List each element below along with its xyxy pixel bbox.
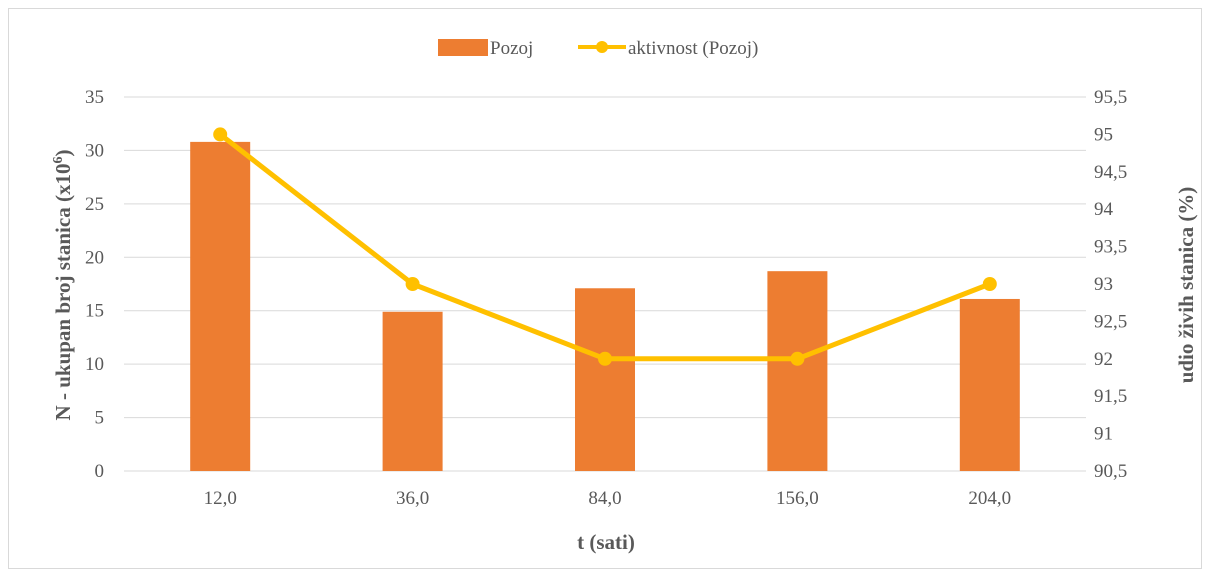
line-point (598, 351, 612, 366)
y-axis-title-end: ) (51, 150, 75, 157)
y2-tick-label: 90,5 (1094, 461, 1127, 482)
bar (767, 271, 828, 471)
y-axis-title-superscript: 6 (51, 157, 66, 164)
bar (959, 298, 1020, 471)
y-tick-label: 15 (85, 301, 104, 322)
line-point (982, 277, 997, 291)
y2-axis-ticks: 90,5 91 91,5 92 92,5 93 93,5 94 94,5 95 95,5 (1094, 87, 1127, 482)
y2-tick-label: 94 (1094, 199, 1114, 220)
y2-tick-label: 95 (1094, 124, 1113, 145)
y2-tick-label: 95,5 (1094, 87, 1127, 108)
x-tick-label: 204,0 (968, 488, 1011, 509)
bar-series (190, 141, 1020, 471)
y-tick-label: 10 (85, 354, 104, 375)
y-tick-label: 20 (85, 247, 104, 268)
y2-tick-label: 92 (1094, 349, 1113, 370)
legend-bar-swatch (438, 39, 488, 56)
y2-tick-label: 91 (1094, 424, 1113, 445)
gridlines (124, 96, 1086, 472)
y2-tick-label: 94,5 (1094, 162, 1127, 183)
bar (190, 141, 251, 471)
line-point (213, 127, 228, 142)
x-tick-label: 156,0 (776, 488, 819, 509)
y-axis-title: N - ukupan broj stanica (x106) (51, 150, 75, 421)
y2-tick-label: 91,5 (1094, 386, 1127, 407)
y-axis-title-main: N - ukupan broj stanica (x10 (51, 164, 75, 421)
x-tick-label: 12,0 (204, 488, 237, 509)
bar (575, 288, 635, 471)
y2-tick-label: 93 (1094, 274, 1113, 295)
line-point (405, 277, 420, 291)
y-axis-ticks: 0 5 10 15 20 25 30 35 (85, 87, 104, 482)
y2-tick-label: 93,5 (1094, 237, 1127, 258)
x-tick-label: 84,0 (588, 488, 621, 509)
y-tick-label: 30 (85, 140, 104, 161)
x-axis-title: t (sati) (577, 530, 635, 554)
line-series (213, 127, 997, 366)
y-tick-label: 0 (95, 461, 105, 482)
bar (382, 311, 443, 471)
legend: Pozoj aktivnost (Pozoj) (438, 38, 758, 59)
legend-line-label: aktivnost (Pozoj) (628, 38, 758, 59)
legend-line-marker (596, 41, 608, 53)
y2-axis-title: udio živih stanica (%) (1174, 187, 1198, 384)
x-axis-ticks: 12,0 36,0 84,0 156,0 204,0 (204, 488, 1012, 509)
line-point (790, 351, 805, 366)
y-tick-label: 35 (85, 87, 104, 108)
y2-tick-label: 92,5 (1094, 311, 1127, 332)
legend-bar-label: Pozoj (490, 38, 533, 59)
y-tick-label: 5 (95, 408, 105, 429)
y-tick-label: 25 (85, 194, 104, 215)
x-tick-label: 36,0 (396, 488, 429, 509)
